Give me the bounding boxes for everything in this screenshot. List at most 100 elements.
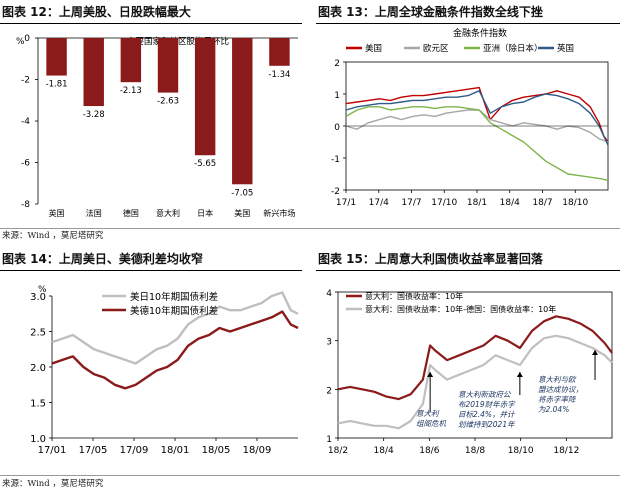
chart-13-legend-label: 英国 bbox=[557, 43, 574, 54]
chart-15-annotation-line: 盟达成协议， bbox=[538, 385, 583, 394]
c14-xtick: 17/09 bbox=[120, 445, 149, 456]
chart-12-bar bbox=[232, 38, 253, 185]
c13-xtick: 17/1 bbox=[336, 198, 356, 208]
c13-series-line bbox=[345, 90, 609, 146]
source-note-top: 来源：Wind ，莫尼塔研究 bbox=[2, 231, 104, 241]
chart-14-legend-label: 美日10年期国债利差 bbox=[130, 291, 218, 303]
chart-13-line: 2 1 0 -1 -217/1 17/4 17/7 17/10 18/1 18/4 18/7 18/1… bbox=[331, 27, 609, 208]
chart-12-bar bbox=[46, 38, 67, 76]
c14-xtick: 18/05 bbox=[202, 445, 231, 456]
chart-12-ytick: -8 bbox=[21, 200, 30, 210]
c13-xtick: 17/10 bbox=[431, 198, 457, 208]
chart-15-annotation-line: 目标2.4%，并计 bbox=[458, 410, 516, 419]
bottom-section-rule bbox=[0, 475, 620, 476]
chart-15-line: 4 3 2 118/2 18/4 18/6 18/8 18/10 18/12 意大利：国债收益率：… bbox=[326, 289, 613, 456]
chart-12-bar: %主要国家和地区股指周环比0-2-4-6-8-1.81英国-3.28法国-2.1… bbox=[16, 34, 298, 218]
c13-ytick: 1 bbox=[334, 91, 340, 101]
chart-12-category-label: 意大利 bbox=[156, 208, 180, 218]
c15-xtick: 18/2 bbox=[328, 446, 348, 456]
chart-15-annotation-line: 划维持到2021年 bbox=[458, 420, 516, 429]
c15-ytick: 4 bbox=[326, 289, 332, 299]
c15-ytick: 2 bbox=[326, 386, 332, 396]
panel-14-title-rule bbox=[0, 270, 302, 271]
c14-ytick: 2.0 bbox=[30, 363, 46, 374]
chart-12-bar bbox=[120, 38, 142, 83]
c15-series-line bbox=[337, 315, 613, 401]
chart-15-annotation-line: 意大利与欧 bbox=[538, 375, 577, 384]
chart-13-legend-label: 美国 bbox=[365, 43, 382, 54]
c15-xtick: 18/12 bbox=[553, 446, 579, 456]
chart-12-category-label: 日本 bbox=[197, 208, 213, 218]
panel-12-title-rule bbox=[0, 23, 302, 24]
c14-ytick: 2.5 bbox=[30, 328, 46, 339]
chart-12-value-label: -2.13 bbox=[120, 86, 142, 96]
c13-xtick: 17/4 bbox=[369, 198, 389, 208]
c13-xtick: 18/7 bbox=[532, 198, 552, 208]
chart-12-unit-label: % bbox=[16, 37, 25, 47]
panel-15-title-rule bbox=[316, 270, 620, 271]
chart-12-ytick: 0 bbox=[24, 34, 30, 44]
source-note-bottom: 来源：Wind ，莫尼塔研究 bbox=[2, 479, 104, 489]
chart-12-category-label: 德国 bbox=[123, 208, 139, 218]
chart-13-legend-label: 欧元区 bbox=[423, 43, 449, 54]
c14-series-line bbox=[51, 291, 299, 365]
chart-12-category-label: 美国 bbox=[234, 208, 250, 218]
c13-xtick: 18/4 bbox=[500, 198, 520, 208]
chart-12-bar bbox=[157, 38, 179, 93]
chart-12-bar bbox=[194, 38, 216, 156]
chart-12-category-label: 法国 bbox=[86, 208, 102, 218]
chart-14-line: 3.0 2.5 2.0 1.5 1.017/01 17/05 17/09 18/01 18/05… bbox=[30, 285, 299, 456]
chart-13-legend-label: 亚洲（除日本） bbox=[483, 43, 543, 54]
c13-xtick: 17/7 bbox=[401, 198, 421, 208]
c15-xtick: 18/4 bbox=[374, 446, 394, 456]
chart-15-annotation-line: 将赤字率降 bbox=[538, 395, 577, 404]
c15-xtick: 18/8 bbox=[465, 446, 485, 456]
c14-ytick: 3.0 bbox=[30, 292, 46, 303]
c14-xtick: 18/09 bbox=[243, 445, 272, 456]
c14-ytick: 1.5 bbox=[30, 399, 46, 410]
c14-ytick: 1.0 bbox=[30, 434, 46, 445]
chart-12-ytick: -6 bbox=[21, 159, 30, 169]
chart-12-category-label: 英国 bbox=[49, 208, 65, 218]
panel-15-title: 图表 15：上周意大利国债收益率显著回落 bbox=[318, 252, 543, 266]
c13-ytick: 2 bbox=[334, 59, 340, 69]
chart-12-bar bbox=[269, 38, 290, 66]
panel-13-title: 图表 13：上周全球金融条件指数全线下挫 bbox=[318, 5, 543, 19]
chart-15-annotation-arrowhead bbox=[516, 372, 523, 377]
chart-12-category-label: 新兴市场 bbox=[263, 208, 295, 218]
c15-ytick: 3 bbox=[326, 338, 332, 348]
chart-15-annotation-line: 意大利新政府公 bbox=[458, 390, 512, 399]
c14-xtick: 17/01 bbox=[38, 445, 67, 456]
chart-12-value-label: -3.28 bbox=[83, 110, 105, 120]
chart-14-legend-label: 美德10年期国债利差 bbox=[130, 305, 218, 317]
c13-xtick: 18/10 bbox=[562, 198, 588, 208]
chart-12-value-label: -1.81 bbox=[46, 80, 68, 90]
c13-series-line bbox=[345, 86, 609, 143]
c15-xtick: 18/6 bbox=[419, 446, 439, 456]
chart-12-value-label: -5.65 bbox=[194, 159, 216, 169]
panel-14-title: 图表 14：上周美日、美德利差均收窄 bbox=[2, 252, 203, 266]
chart-15-legend-label: 意大利：国债收益率：10年 bbox=[365, 291, 463, 301]
c13-xtick: 18/1 bbox=[467, 198, 487, 208]
c14-xtick: 17/05 bbox=[79, 445, 108, 456]
chart-12-value-label: -1.34 bbox=[268, 70, 290, 80]
c15-xtick: 18/10 bbox=[508, 446, 534, 456]
c15-series-line bbox=[337, 334, 613, 430]
c14-xtick: 18/01 bbox=[161, 445, 190, 456]
chart-13-title: 金融条件指数 bbox=[453, 27, 507, 39]
chart-12-bar bbox=[83, 38, 104, 107]
c14-series-line bbox=[51, 310, 299, 390]
c13-ytick: 0 bbox=[334, 123, 340, 133]
chart-15-annotation-line: 组阁危机 bbox=[416, 419, 446, 428]
c15-ytick: 1 bbox=[326, 435, 332, 445]
chart-12-ytick: -4 bbox=[21, 117, 30, 127]
chart-12-value-label: -2.63 bbox=[157, 97, 179, 107]
chart-14-unit-label: % bbox=[38, 285, 47, 295]
chart-15-legend-label: 意大利：国债收益率：10年-德国：国债收益率：10年 bbox=[365, 304, 556, 314]
c13-ytick: -1 bbox=[331, 155, 340, 165]
top-section-rule bbox=[0, 228, 620, 229]
panel-13-title-rule bbox=[316, 23, 620, 24]
panel-12-title: 图表 12：上周美股、日股跌幅最大 bbox=[2, 5, 191, 19]
chart-15-annotation-line: 意大利 bbox=[416, 409, 440, 418]
chart-12-value-label: -7.05 bbox=[231, 188, 253, 198]
